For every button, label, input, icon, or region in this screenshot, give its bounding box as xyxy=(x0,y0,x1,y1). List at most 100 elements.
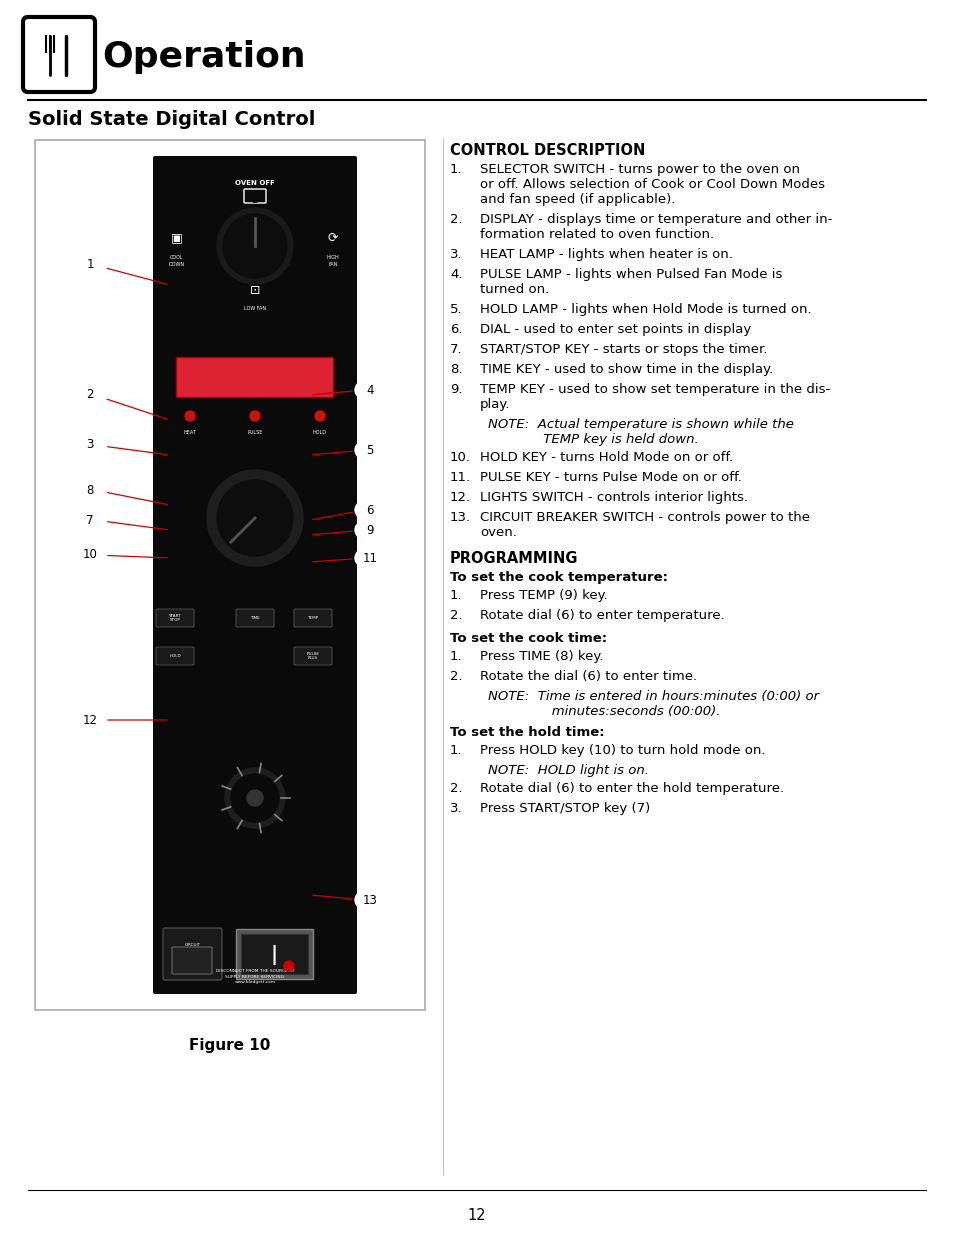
Text: 8.: 8. xyxy=(450,363,462,375)
Text: 4.: 4. xyxy=(450,268,462,282)
Text: oven.: oven. xyxy=(479,526,517,538)
Text: HOLD: HOLD xyxy=(313,430,327,435)
Text: 11: 11 xyxy=(362,552,377,564)
FancyBboxPatch shape xyxy=(152,156,356,994)
Text: Press HOLD key (10) to turn hold mode on.: Press HOLD key (10) to turn hold mode on… xyxy=(479,743,764,757)
Text: |: | xyxy=(270,945,277,965)
Text: To set the cook time:: To set the cook time: xyxy=(450,632,606,645)
Circle shape xyxy=(225,768,285,827)
Text: Rotate dial (6) to enter the hold temperature.: Rotate dial (6) to enter the hold temper… xyxy=(479,782,783,795)
Text: 1.: 1. xyxy=(450,650,462,663)
Text: 2.: 2. xyxy=(450,212,462,226)
Text: Operation: Operation xyxy=(102,40,305,74)
Ellipse shape xyxy=(223,214,287,278)
Text: LOW FAN: LOW FAN xyxy=(244,305,266,310)
Text: START
STOP: START STOP xyxy=(169,614,181,622)
Text: HOLD: HOLD xyxy=(169,655,181,658)
Circle shape xyxy=(231,774,278,823)
Text: Press TEMP (9) key.: Press TEMP (9) key. xyxy=(479,589,607,601)
FancyBboxPatch shape xyxy=(156,647,193,664)
Text: CIRCUIT
BREAKER: CIRCUIT BREAKER xyxy=(183,944,202,952)
Text: 5.: 5. xyxy=(450,303,462,316)
Circle shape xyxy=(207,471,303,566)
Text: minutes:seconds (00:00).: minutes:seconds (00:00). xyxy=(488,705,720,718)
Text: LIGHTS SWITCH - controls interior lights.: LIGHTS SWITCH - controls interior lights… xyxy=(479,492,747,504)
Text: 3.: 3. xyxy=(450,802,462,815)
Text: 13.: 13. xyxy=(450,511,471,524)
Text: NOTE:  Actual temperature is shown while the: NOTE: Actual temperature is shown while … xyxy=(488,417,793,431)
FancyBboxPatch shape xyxy=(235,929,313,979)
Text: and fan speed (if applicable).: and fan speed (if applicable). xyxy=(479,193,675,206)
Text: 1.: 1. xyxy=(450,163,462,177)
Text: SELECTOR SWITCH - turns power to the oven on: SELECTOR SWITCH - turns power to the ove… xyxy=(479,163,800,177)
Text: 5: 5 xyxy=(366,443,374,457)
Ellipse shape xyxy=(75,479,105,501)
Text: Figure 10: Figure 10 xyxy=(189,1037,271,1053)
Text: 12: 12 xyxy=(82,714,97,726)
Text: TEMP key is held down.: TEMP key is held down. xyxy=(488,433,698,446)
Text: NOTE:  HOLD light is on.: NOTE: HOLD light is on. xyxy=(488,764,648,777)
Ellipse shape xyxy=(75,509,105,531)
Ellipse shape xyxy=(75,543,105,566)
Text: PULSE KEY - turns Pulse Mode on or off.: PULSE KEY - turns Pulse Mode on or off. xyxy=(479,471,741,484)
Text: turned on.: turned on. xyxy=(479,283,549,296)
Text: TIME KEY - used to show time in the display.: TIME KEY - used to show time in the disp… xyxy=(479,363,773,375)
Text: 11.: 11. xyxy=(450,471,471,484)
Text: PROGRAMMING: PROGRAMMING xyxy=(450,551,578,566)
Text: PULSE
PLUS: PULSE PLUS xyxy=(306,652,319,661)
Text: formation related to oven function.: formation related to oven function. xyxy=(479,228,714,241)
Ellipse shape xyxy=(75,709,105,731)
Text: Solid State Digital Control: Solid State Digital Control xyxy=(28,110,315,128)
FancyBboxPatch shape xyxy=(244,189,266,203)
Text: DISCONNECT FROM THE SOURCE OF
SUPPLY BEFORE SERVICING
www.blodgett.com: DISCONNECT FROM THE SOURCE OF SUPPLY BEF… xyxy=(215,969,294,984)
Text: 13: 13 xyxy=(362,893,377,906)
Text: DIAL - used to enter set points in display: DIAL - used to enter set points in displ… xyxy=(479,324,750,336)
Text: or off. Allows selection of Cook or Cool Down Modes: or off. Allows selection of Cook or Cool… xyxy=(479,178,824,191)
Text: DISPLAY - displays time or temperature and other in-: DISPLAY - displays time or temperature a… xyxy=(479,212,832,226)
Text: Rotate the dial (6) to enter time.: Rotate the dial (6) to enter time. xyxy=(479,671,697,683)
Text: 6: 6 xyxy=(366,504,374,516)
FancyBboxPatch shape xyxy=(172,947,212,974)
Ellipse shape xyxy=(355,379,385,401)
Text: HEAT LAMP - lights when heater is on.: HEAT LAMP - lights when heater is on. xyxy=(479,248,732,261)
Text: PULSE: PULSE xyxy=(247,430,262,435)
Circle shape xyxy=(185,411,194,421)
Text: NOTE:  Time is entered in hours:minutes (0:00) or: NOTE: Time is entered in hours:minutes (… xyxy=(488,690,819,703)
Text: 12.: 12. xyxy=(450,492,471,504)
Ellipse shape xyxy=(355,499,385,521)
Text: COOL
DOWN: COOL DOWN xyxy=(169,256,185,267)
Text: 7: 7 xyxy=(86,514,93,526)
FancyBboxPatch shape xyxy=(294,609,332,627)
Circle shape xyxy=(284,961,294,971)
Text: HOLD KEY - turns Hold Mode on or off.: HOLD KEY - turns Hold Mode on or off. xyxy=(479,451,733,464)
FancyBboxPatch shape xyxy=(35,140,424,1010)
Text: HOLD LAMP - lights when Hold Mode is turned on.: HOLD LAMP - lights when Hold Mode is tur… xyxy=(479,303,811,316)
Text: 4: 4 xyxy=(366,384,374,396)
Ellipse shape xyxy=(75,433,105,456)
Text: Rotate dial (6) to enter temperature.: Rotate dial (6) to enter temperature. xyxy=(479,609,724,622)
Text: START/STOP KEY - starts or stops the timer.: START/STOP KEY - starts or stops the tim… xyxy=(479,343,766,356)
Text: 10: 10 xyxy=(83,548,97,562)
Text: HEAT: HEAT xyxy=(183,430,196,435)
Text: 8: 8 xyxy=(86,483,93,496)
Text: 7.: 7. xyxy=(450,343,462,356)
Ellipse shape xyxy=(355,547,385,569)
Text: 2.: 2. xyxy=(450,671,462,683)
Text: 10.: 10. xyxy=(450,451,471,464)
Ellipse shape xyxy=(75,384,105,406)
Ellipse shape xyxy=(216,207,293,284)
Text: ⊡: ⊡ xyxy=(250,284,260,298)
Text: 1.: 1. xyxy=(450,589,462,601)
Circle shape xyxy=(250,411,260,421)
Ellipse shape xyxy=(355,889,385,911)
Text: 9.: 9. xyxy=(450,383,462,396)
Text: 2.: 2. xyxy=(450,782,462,795)
Ellipse shape xyxy=(75,254,105,275)
Text: Press START/STOP key (7): Press START/STOP key (7) xyxy=(479,802,650,815)
Text: TIME: TIME xyxy=(250,616,259,620)
FancyBboxPatch shape xyxy=(163,927,222,981)
Text: 3.: 3. xyxy=(450,248,462,261)
Text: PULSE LAMP - lights when Pulsed Fan Mode is: PULSE LAMP - lights when Pulsed Fan Mode… xyxy=(479,268,781,282)
Circle shape xyxy=(247,790,263,806)
Text: OVEN OFF: OVEN OFF xyxy=(234,180,274,186)
